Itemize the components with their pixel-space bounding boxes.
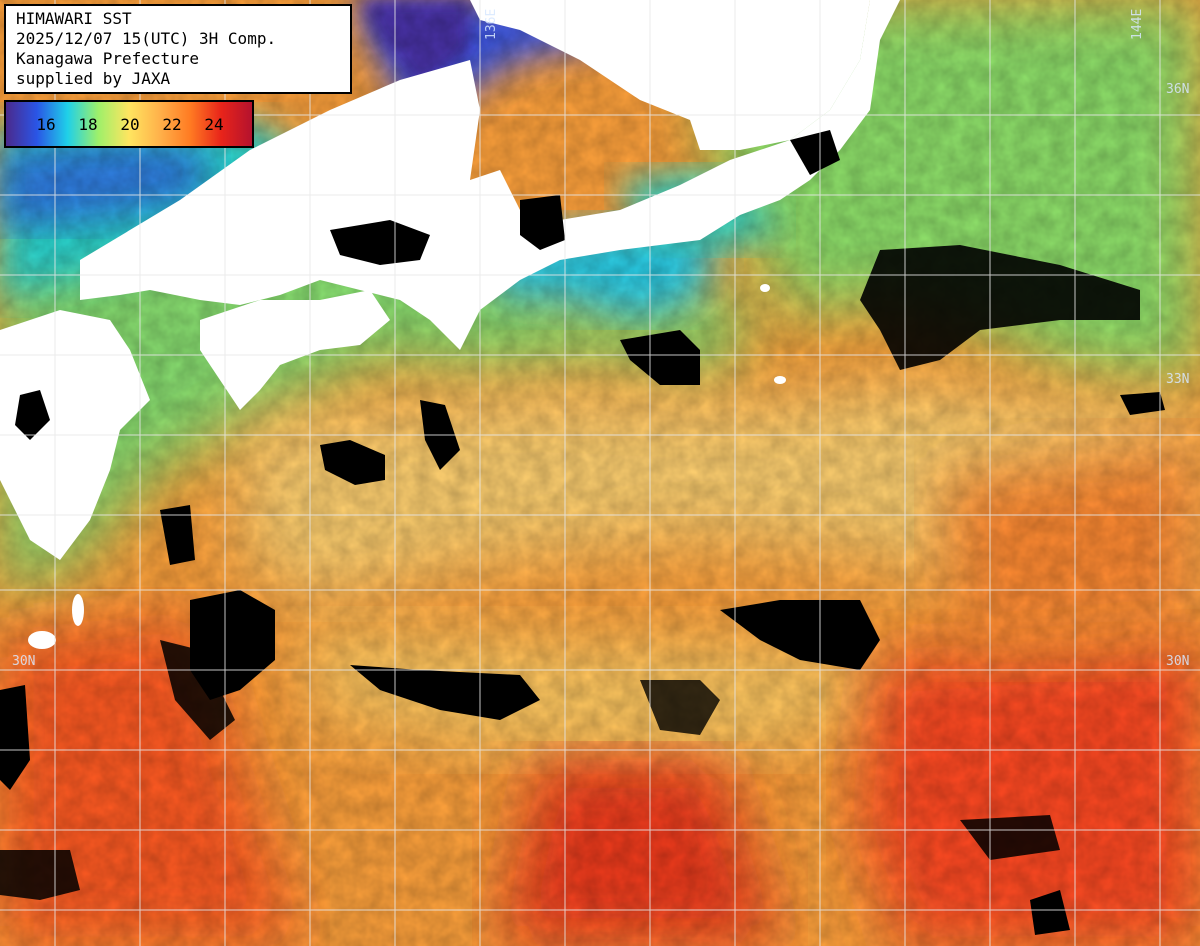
- nodata-center-1: [320, 440, 385, 485]
- nodata-east-small: [1120, 392, 1165, 415]
- title-line-agency: Kanagawa Prefecture: [16, 49, 200, 68]
- land: [0, 0, 1020, 649]
- lon-label-144e: 144E: [1130, 8, 1145, 40]
- title-line-source: supplied by JAXA: [16, 69, 171, 88]
- land-honshu-north: [470, 0, 870, 150]
- land-island-2: [72, 594, 84, 626]
- nodata-bottom-left: [0, 850, 80, 900]
- colorbar-ticks: 16 18 20 22 24: [6, 102, 252, 146]
- nodata-patches: [0, 130, 1165, 935]
- land-island-6: [822, 89, 838, 101]
- nodata-north-coast: [790, 130, 840, 175]
- land-honshu: [80, 0, 1020, 350]
- land-island-3: [8, 374, 32, 390]
- nodata-bay-2: [620, 330, 700, 385]
- lon-label-136e: 136E: [484, 8, 499, 40]
- nodata-band-1: [350, 665, 540, 720]
- colorbar-tick-16: 16: [36, 115, 56, 134]
- title-line-product: HIMAWARI SST: [16, 9, 132, 28]
- nodata-west-1: [160, 505, 195, 565]
- land-island-1: [28, 631, 56, 649]
- land-island-4: [774, 376, 786, 384]
- colorbar-tick-20: 20: [120, 115, 140, 134]
- land-shikoku: [200, 290, 390, 410]
- lat-label-30n-right: 30N: [1166, 654, 1190, 669]
- land-island-5: [760, 284, 770, 292]
- nodata-right-1: [960, 815, 1060, 860]
- sst-colorbar: 16 18 20 22 24: [4, 100, 254, 148]
- colorbar-tick-24: 24: [204, 115, 224, 134]
- nodata-band-2: [720, 600, 880, 670]
- colorbar-tick-22: 22: [162, 115, 182, 134]
- nodata-east-cluster: [860, 245, 1140, 370]
- title-box: HIMAWARI SST 2025/12/07 15(UTC) 3H Comp.…: [4, 4, 352, 94]
- nodata-right-2: [1030, 890, 1070, 935]
- lat-label-30n-left: 30N: [12, 654, 36, 669]
- nodata-left-edge: [0, 685, 30, 790]
- lat-label-36n: 36N: [1166, 82, 1190, 97]
- nodata-bay-1: [520, 195, 565, 250]
- nodata-band-3: [640, 680, 720, 735]
- nodata-kyushu-west: [15, 390, 50, 440]
- nodata-southwest: [160, 640, 235, 740]
- lat-label-33n: 33N: [1166, 372, 1190, 387]
- colorbar-tick-18: 18: [78, 115, 98, 134]
- nodata-inland-sea: [330, 220, 430, 265]
- title-line-datetime: 2025/12/07 15(UTC) 3H Comp.: [16, 29, 277, 48]
